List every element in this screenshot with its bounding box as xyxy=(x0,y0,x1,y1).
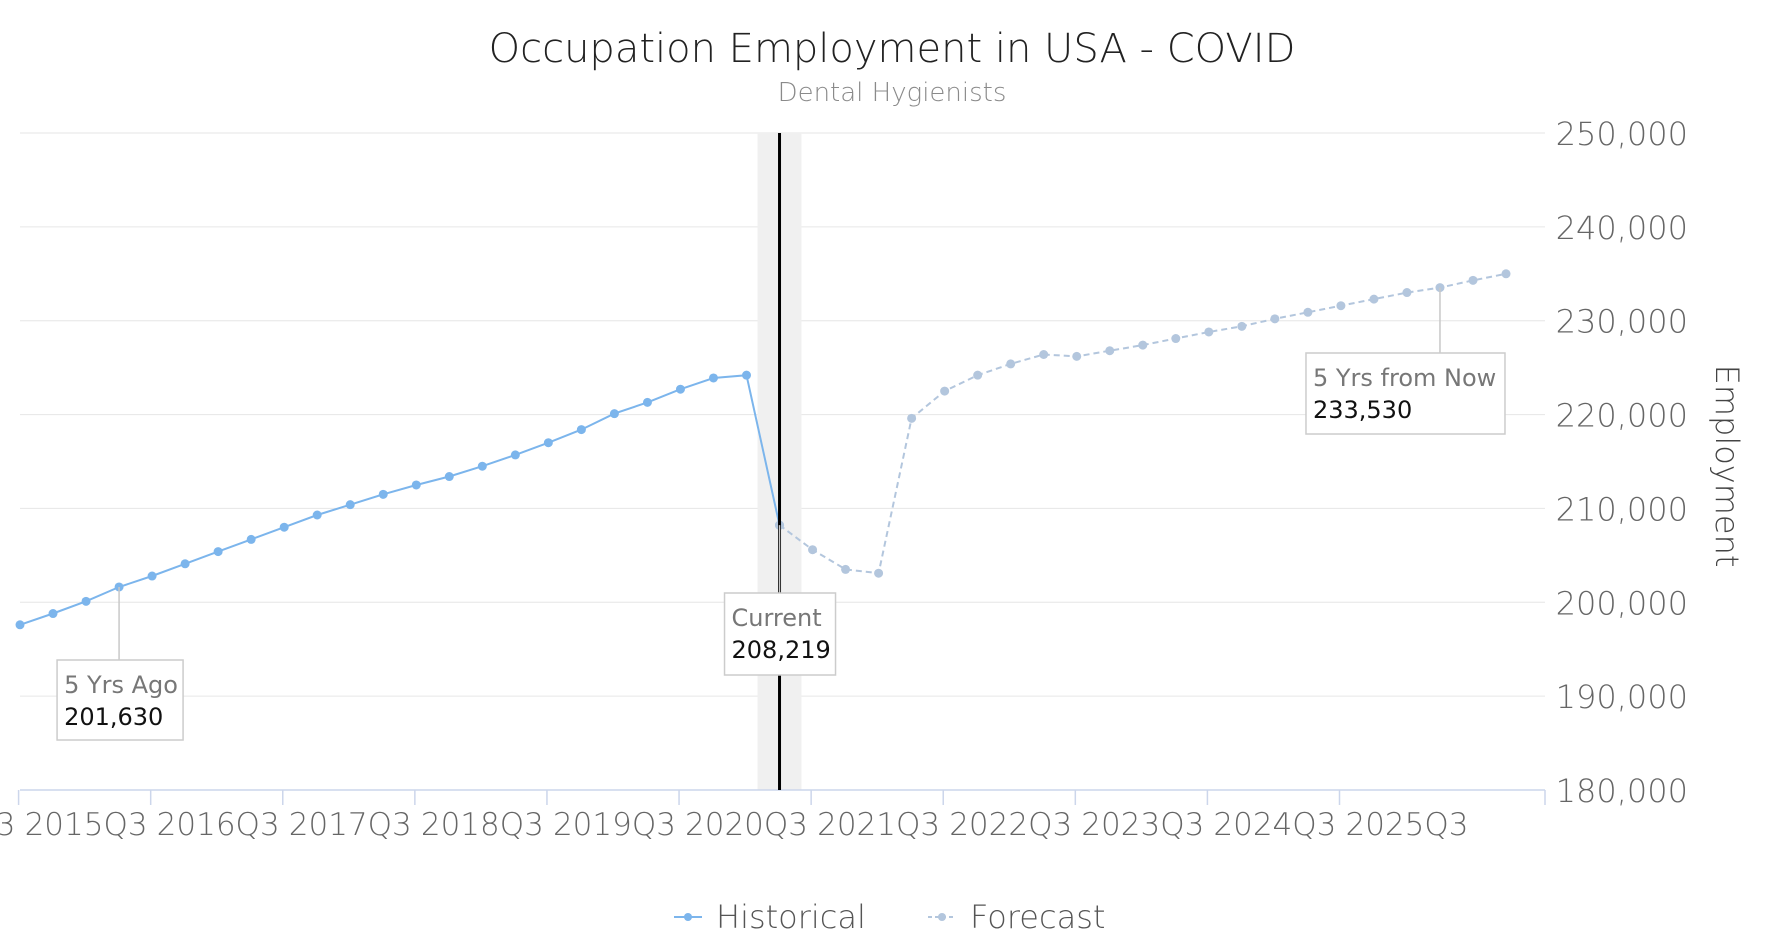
legend[interactable]: Historical Forecast xyxy=(674,898,1105,936)
data-point-forecast[interactable] xyxy=(1303,307,1313,317)
data-point-forecast[interactable] xyxy=(1501,269,1511,279)
data-point-forecast[interactable] xyxy=(1204,327,1214,337)
data-point-historical[interactable] xyxy=(246,534,256,544)
data-point-historical[interactable] xyxy=(147,571,157,581)
data-point-historical[interactable] xyxy=(510,450,520,460)
data-point-forecast[interactable] xyxy=(1270,314,1280,324)
y-tick-label: 240,000 xyxy=(1556,209,1688,247)
data-point-forecast[interactable] xyxy=(1369,294,1379,304)
data-point-forecast[interactable] xyxy=(973,370,983,380)
x-tick-label: 2019Q3 xyxy=(553,807,676,843)
x-tick-label: 2020Q3 xyxy=(685,807,808,843)
data-point-historical[interactable] xyxy=(708,373,718,383)
annotation-value: 233,530 xyxy=(1313,396,1412,424)
annotation-label: 5 Yrs Ago xyxy=(64,671,178,699)
chart-title: Occupation Employment in USA - COVID xyxy=(489,26,1296,72)
data-point-forecast[interactable] xyxy=(1138,340,1148,350)
data-point-forecast[interactable] xyxy=(1468,275,1478,285)
data-point-historical[interactable] xyxy=(213,547,223,557)
data-point-forecast[interactable] xyxy=(1105,346,1115,356)
legend-item-forecast[interactable]: Forecast xyxy=(928,898,1105,936)
y-tick-label: 190,000 xyxy=(1556,678,1688,716)
y-tick-label: 210,000 xyxy=(1556,490,1688,528)
data-point-historical[interactable] xyxy=(279,522,289,532)
data-point-historical[interactable] xyxy=(576,425,586,435)
x-tick-label: 2017Q3 xyxy=(289,807,412,843)
x-tick-label: 2024Q3 xyxy=(1213,807,1336,843)
annotation-value: 201,630 xyxy=(64,703,163,731)
series-line-historical xyxy=(19,374,781,626)
data-point-historical[interactable] xyxy=(477,461,487,471)
x-tick-label: 2021Q3 xyxy=(817,807,940,843)
data-point-historical[interactable] xyxy=(609,409,619,419)
legend-forecast-marker xyxy=(938,913,946,921)
data-point-historical[interactable] xyxy=(642,397,652,407)
x-tick-label: 2022Q3 xyxy=(949,807,1072,843)
y-axis-label: Employment xyxy=(1708,365,1746,568)
data-point-forecast[interactable] xyxy=(808,545,818,555)
y-tick-label: 180,000 xyxy=(1556,772,1688,810)
series-layer xyxy=(15,133,1511,790)
chart-subtitle: Dental Hygienists xyxy=(778,78,1007,108)
data-point-historical[interactable] xyxy=(312,510,322,520)
data-point-historical[interactable] xyxy=(444,472,454,482)
data-point-forecast[interactable] xyxy=(907,413,917,423)
x-tick-label: 2015Q3 xyxy=(25,807,148,843)
x-tick-label: 2018Q3 xyxy=(421,807,544,843)
data-point-historical[interactable] xyxy=(15,620,25,630)
annotation-box xyxy=(723,592,837,676)
annotation-box xyxy=(56,659,184,741)
data-point-forecast[interactable] xyxy=(874,568,884,578)
data-point-forecast[interactable] xyxy=(940,386,950,396)
data-point-historical[interactable] xyxy=(742,370,751,380)
annotation-box xyxy=(1305,352,1506,435)
x-tick-label: 2025Q3 xyxy=(1345,807,1468,843)
x-tick-label: 2016Q3 xyxy=(157,807,280,843)
legend-historical-marker xyxy=(684,913,692,921)
y-tick-label: 250,000 xyxy=(1556,115,1688,153)
y-tick-label: 200,000 xyxy=(1556,584,1688,622)
data-point-historical[interactable] xyxy=(180,559,190,569)
legend-item-historical[interactable]: Historical xyxy=(674,898,866,936)
y-tick-label: 230,000 xyxy=(1556,303,1688,341)
legend-forecast-label: Forecast xyxy=(970,898,1105,936)
data-point-forecast[interactable] xyxy=(1006,359,1016,369)
data-point-historical[interactable] xyxy=(48,609,58,619)
annotation-value: 208,219 xyxy=(732,636,831,664)
data-point-forecast[interactable] xyxy=(841,564,851,574)
legend-historical-label: Historical xyxy=(716,898,866,936)
data-point-historical[interactable] xyxy=(81,596,91,606)
x-axis: 2014Q3 2015Q32016Q32017Q32018Q32019Q32020… xyxy=(0,789,1546,843)
data-point-historical[interactable] xyxy=(543,438,553,448)
data-point-historical[interactable] xyxy=(675,384,685,394)
annotation-label: 5 Yrs from Now xyxy=(1313,364,1496,392)
x-tick-label: 2023Q3 xyxy=(1081,807,1204,843)
data-point-historical[interactable] xyxy=(411,480,421,490)
data-point-forecast[interactable] xyxy=(1336,301,1346,311)
y-tick-label: 220,000 xyxy=(1556,397,1688,435)
annotations: 5 Yrs Ago 201,630 Current 208,219 5 Yrs from… xyxy=(56,287,1506,741)
y-axis-ticks: 180,000 190,000 200,000 210,000 220,000 230,0… xyxy=(1556,115,1688,810)
data-point-forecast[interactable] xyxy=(1402,288,1412,298)
annotation-label: Current xyxy=(732,604,822,632)
data-point-forecast[interactable] xyxy=(1237,321,1247,331)
data-point-forecast[interactable] xyxy=(1039,350,1049,360)
data-point-historical[interactable] xyxy=(378,489,388,499)
data-point-forecast[interactable] xyxy=(1072,351,1082,361)
data-point-forecast[interactable] xyxy=(1171,334,1181,344)
x-tick-label: 2014Q3 xyxy=(0,807,16,843)
data-point-historical[interactable] xyxy=(345,500,355,510)
